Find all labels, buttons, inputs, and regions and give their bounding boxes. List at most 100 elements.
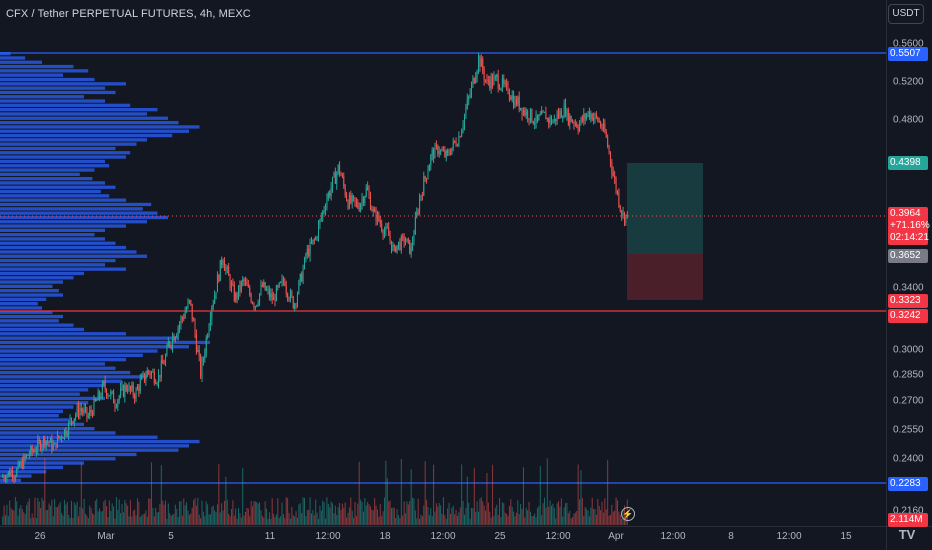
- volume-bar: [499, 497, 501, 525]
- lightning-alert-icon[interactable]: ⚡: [621, 507, 635, 521]
- candle-body: [9, 471, 11, 476]
- volume-tag[interactable]: 2.114M: [888, 513, 928, 527]
- candle-body: [201, 360, 203, 377]
- volume-profile-bar: [0, 52, 11, 56]
- volume-bar: [309, 497, 311, 525]
- candle-body: [191, 303, 193, 320]
- candle-body: [542, 110, 544, 113]
- volume-bar: [259, 502, 261, 525]
- volume-bar: [621, 518, 623, 525]
- candle-body: [619, 205, 621, 211]
- volume-bar: [219, 512, 221, 525]
- volume-bar: [83, 498, 85, 525]
- candle-body: [318, 224, 320, 238]
- candle-body: [247, 285, 249, 288]
- volume-bar: [264, 501, 266, 525]
- candle-body: [10, 471, 12, 476]
- candle-body: [601, 126, 603, 130]
- volume-bar: [160, 465, 162, 525]
- candle-body: [469, 93, 471, 97]
- symbol-title[interactable]: CFX / Tether PERPETUAL FUTURES, 4h, MEXC: [6, 8, 251, 20]
- candle-body: [337, 164, 339, 174]
- candle-body: [271, 293, 273, 301]
- volume-profile-bar: [0, 427, 95, 431]
- tradingview-logo-icon[interactable]: TV: [898, 527, 916, 542]
- volume-bar: [522, 467, 524, 525]
- volume-bar: [47, 509, 49, 525]
- red-line-price-tag[interactable]: 0.3242: [888, 309, 928, 323]
- candle-body: [295, 304, 297, 306]
- volume-bar: [379, 503, 381, 525]
- volume-profile-bar: [0, 418, 70, 422]
- candle-body: [188, 300, 190, 302]
- candle-body: [31, 446, 33, 452]
- candle-body: [218, 275, 220, 282]
- candle-body: [341, 175, 343, 177]
- candle-body: [494, 76, 496, 78]
- volume-bar: [368, 504, 370, 525]
- entry-price-tag[interactable]: 0.3652: [888, 249, 928, 263]
- volume-bar: [209, 514, 211, 525]
- time-tick: 11: [264, 531, 276, 542]
- volume-bar: [77, 516, 79, 525]
- volume-bar: [541, 515, 543, 525]
- candle-body: [570, 115, 572, 122]
- volume-bar: [215, 511, 217, 525]
- volume-bar: [548, 506, 550, 525]
- volume-bar: [99, 508, 101, 525]
- volume-profile-bar: [0, 138, 147, 142]
- candle-body: [420, 195, 422, 199]
- volume-bar: [34, 497, 36, 525]
- candle-body: [296, 293, 298, 305]
- volume-bar: [13, 510, 15, 525]
- volume-bar: [376, 509, 378, 525]
- volume-bar: [449, 513, 451, 525]
- volume-bar: [145, 510, 147, 525]
- volume-bar: [535, 517, 537, 525]
- candle-body: [302, 268, 304, 282]
- target-price-tag[interactable]: 0.4398: [888, 156, 928, 170]
- volume-bar: [437, 506, 439, 525]
- volume-bar: [155, 507, 157, 525]
- candle-body: [264, 282, 266, 291]
- volume-bar: [212, 505, 214, 525]
- volume-bar: [511, 506, 513, 525]
- candle-body: [326, 198, 328, 208]
- volume-bar: [136, 498, 138, 525]
- volume-bar: [598, 505, 600, 525]
- target-zone: [627, 163, 703, 254]
- volume-bar: [277, 498, 279, 525]
- stop-price-tag[interactable]: 0.3323: [888, 294, 928, 308]
- time-tick: 12:00: [776, 531, 802, 542]
- candle-body: [471, 84, 472, 94]
- volume-bar: [465, 507, 467, 525]
- volume-bar: [66, 501, 68, 525]
- top-line-price-tag[interactable]: 0.5507: [888, 47, 928, 61]
- volume-bar: [601, 501, 603, 525]
- candle-body: [228, 267, 230, 276]
- volume-bar: [63, 499, 65, 525]
- candle-body: [319, 219, 321, 225]
- volume-bar: [3, 505, 5, 525]
- volume-bar: [471, 508, 472, 525]
- bottom-line-price-tag[interactable]: 0.2283: [888, 477, 928, 491]
- volume-bar: [202, 511, 204, 525]
- current-price: 0.3964: [890, 208, 921, 219]
- candle-body: [243, 279, 245, 282]
- volume-profile-bar: [0, 207, 143, 211]
- candle-body: [27, 454, 29, 456]
- volume-bar: [334, 505, 336, 525]
- current-price-tag[interactable]: 0.3964 +71.16% 02:14:21: [888, 207, 930, 245]
- currency-button[interactable]: USDT: [888, 4, 924, 24]
- volume-bar: [243, 515, 245, 525]
- volume-bar: [205, 501, 207, 525]
- candle-body: [160, 360, 162, 377]
- candle-body: [6, 475, 8, 481]
- volume-bar: [574, 512, 576, 525]
- candle-body: [305, 254, 307, 258]
- volume-profile-bar: [0, 125, 200, 129]
- candle-body: [440, 150, 442, 152]
- volume-bar: [86, 515, 88, 525]
